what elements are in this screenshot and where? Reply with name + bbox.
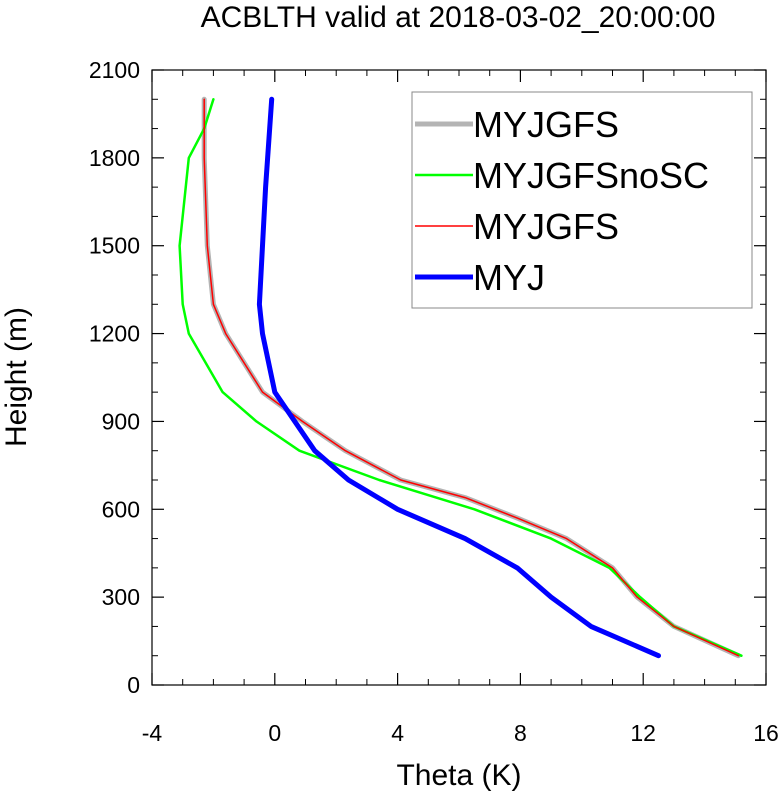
y-tick-label: 1500: [89, 233, 140, 259]
legend-entry-label: MYJGFS: [473, 206, 619, 247]
x-tick-label: 12: [630, 720, 656, 746]
series-line: [203, 98, 740, 657]
series-layer: [178, 96, 743, 659]
legend-entry-label: MYJGFSnoSC: [473, 155, 709, 196]
y-tick-label: 1800: [89, 145, 140, 171]
x-tick-label: 8: [514, 720, 527, 746]
y-tick-label: 900: [102, 408, 140, 434]
x-tick-label: -4: [142, 720, 163, 746]
legend: MYJGFS MYJGFSnoSC MYJGFS MYJ: [411, 91, 753, 309]
x-tick-label: 0: [268, 720, 281, 746]
x-axis-label: Theta (K): [396, 759, 521, 792]
x-tick-label: 16: [753, 720, 779, 746]
series-line: [256, 96, 661, 659]
x-tick-label: 4: [391, 720, 404, 746]
chart-title: ACBLTH valid at 2018-03-02_20:00:00: [201, 1, 716, 34]
y-tick-label: 600: [102, 496, 140, 522]
legend-entry-label: MYJGFS: [473, 104, 619, 145]
y-tick-label: 0: [127, 672, 140, 698]
legend-entry-label: MYJ: [473, 257, 545, 298]
legend-box: [411, 91, 753, 309]
y-tick-label: 2100: [89, 57, 140, 83]
y-tick-label: 300: [102, 584, 140, 610]
y-axis-label: Height (m): [0, 307, 33, 447]
y-tick-label: 1200: [89, 321, 140, 347]
